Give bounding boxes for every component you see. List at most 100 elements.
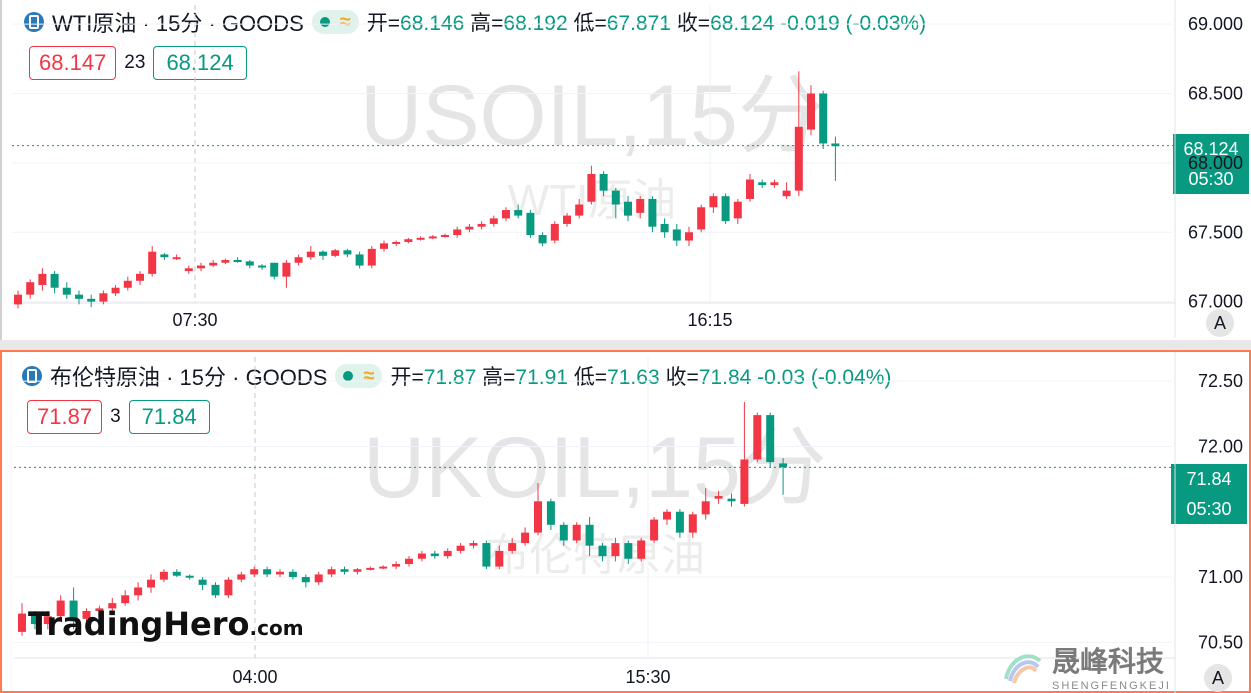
bottom-candle-body xyxy=(714,496,723,499)
bottom-candle-body xyxy=(675,511,684,533)
top-candle-body xyxy=(611,190,620,205)
bottom-candle-body xyxy=(263,569,272,575)
top-candle-body xyxy=(197,265,205,269)
symbol-logo-icon xyxy=(24,12,44,32)
top-candle-body xyxy=(172,257,181,260)
top-price-tick: 67.500 xyxy=(1188,222,1243,242)
top-candle-body xyxy=(441,235,449,238)
ukoil-auto-scale-button[interactable]: A xyxy=(1204,664,1232,692)
bottom-candle-body xyxy=(727,498,736,502)
top-candle-body xyxy=(831,143,840,147)
top-candle-body xyxy=(477,223,486,227)
bottom-price-tick: 72.50 xyxy=(1198,371,1243,391)
top-candle-body xyxy=(14,294,22,305)
bottom-candle-body xyxy=(301,577,310,583)
bottom-candle-body xyxy=(572,524,581,541)
top-candle-body xyxy=(99,293,108,302)
ukoil-ohlc: 开=71.87 高=71.91 低=71.63 收=71.84 -0.03 (-… xyxy=(390,366,892,389)
top-price-tick: 68.500 xyxy=(1188,84,1243,104)
top-candle-body xyxy=(782,190,791,197)
top-candle-body xyxy=(538,235,547,244)
bottom-candle-body xyxy=(237,574,246,580)
usoil-countdown: 05:30 xyxy=(1173,164,1249,194)
bottom-candle-body xyxy=(456,545,465,551)
top-candle-body xyxy=(319,251,327,256)
top-candle-body xyxy=(453,229,462,236)
bottom-candle-body xyxy=(611,543,620,557)
bottom-candle-body xyxy=(559,524,568,541)
top-candle-body xyxy=(245,261,254,266)
usoil-chart-pane[interactable]: WTI原油 · 15分 · GOODS ≈ 开=68.146 高=68.192 … xyxy=(0,0,1251,340)
pane-separator[interactable] xyxy=(0,340,1251,350)
top-candle-body xyxy=(514,210,523,216)
top-chart-layer: USOIL,15分WTI原油69.00068.50068.00067.50067… xyxy=(12,0,1243,338)
top-time-tick: 16:15 xyxy=(687,310,732,330)
usoil-auto-scale-button[interactable]: A xyxy=(1206,309,1234,337)
ukoil-chart-pane[interactable]: 布伦特原油 · 15分 · GOODS ≈ 开=71.87 高=71.91 低=… xyxy=(0,350,1251,693)
bottom-candle-body xyxy=(82,610,91,619)
usoil-last-price-tag: 68.124 xyxy=(1173,134,1249,164)
bottom-candle-body xyxy=(598,545,607,557)
top-candle-body xyxy=(50,273,59,288)
bottom-candle-body xyxy=(663,511,671,520)
ukoil-last-price-tag: 71.84 xyxy=(1171,464,1247,494)
top-candle-body xyxy=(75,294,83,299)
ukoil-ask-button[interactable]: 71.84 xyxy=(128,400,210,434)
bottom-candle-body xyxy=(701,501,710,515)
usoil-ask-button[interactable]: 68.124 xyxy=(153,46,247,80)
bottom-candle-body xyxy=(443,550,452,557)
top-candle-body xyxy=(148,251,157,274)
top-candle-body xyxy=(746,179,754,199)
market-open-icon xyxy=(343,371,354,381)
top-price-tick: 69.000 xyxy=(1188,14,1243,34)
bottom-candle-body xyxy=(250,569,259,575)
bottom-candle-body xyxy=(392,563,401,567)
usoil-bid-button[interactable]: 68.147 xyxy=(29,46,117,80)
ukoil-title[interactable]: 布伦特原油 · 15分 · GOODS xyxy=(50,365,328,390)
top-candle-body xyxy=(136,273,144,281)
market-status-pill[interactable]: ≈ xyxy=(311,10,359,34)
top-candle-body xyxy=(404,239,413,242)
market-open-icon xyxy=(319,17,330,27)
top-candle-body xyxy=(794,126,803,191)
usoil-title[interactable]: WTI原油 · 15分 · GOODS xyxy=(52,11,304,36)
bottom-candle-body xyxy=(546,501,555,525)
top-watermark-main: USOIL,15分 xyxy=(360,68,824,164)
usoil-spread: 23 xyxy=(124,52,146,73)
bottom-candle-body xyxy=(353,569,362,572)
top-candle-body xyxy=(87,298,96,302)
top-candle-body xyxy=(636,198,645,213)
bottom-candle-body xyxy=(30,613,39,625)
top-candle-body xyxy=(563,215,571,224)
bottom-candle-body xyxy=(650,519,659,541)
bottom-candle-body xyxy=(417,553,426,559)
ukoil-bid-button[interactable]: 71.87 xyxy=(27,400,103,434)
bottom-candle-body xyxy=(288,571,297,578)
bottom-candle-body xyxy=(637,540,646,559)
top-candle-body xyxy=(489,218,498,224)
delayed-data-icon: ≈ xyxy=(339,10,351,33)
bottom-price-tick: 70.50 xyxy=(1198,632,1243,652)
bottom-candle-body xyxy=(766,415,775,463)
top-candle-body xyxy=(258,265,266,268)
bottom-candle-body xyxy=(314,574,323,583)
bottom-candle-body xyxy=(379,566,388,569)
bottom-time-tick: 15:30 xyxy=(625,667,670,687)
bottom-candle-body xyxy=(159,571,168,580)
top-candle-body xyxy=(343,250,352,255)
top-candle-body xyxy=(62,287,71,295)
ukoil-quote-box: 71.87 3 71.84 xyxy=(27,400,210,434)
top-candle-body xyxy=(233,259,242,262)
bottom-candle-body xyxy=(172,571,181,576)
top-candle-body xyxy=(38,273,47,285)
bottom-candle-body xyxy=(43,616,52,625)
top-candle-body xyxy=(709,196,718,208)
top-candle-body xyxy=(428,236,437,239)
top-candle-body xyxy=(697,207,706,230)
delayed-data-icon: ≈ xyxy=(363,364,375,387)
market-status-pill[interactable]: ≈ xyxy=(335,364,383,388)
bottom-candle-body xyxy=(508,543,517,551)
top-candle-body xyxy=(575,204,584,216)
tradinghero-logo: TradingHero.com xyxy=(28,605,304,643)
